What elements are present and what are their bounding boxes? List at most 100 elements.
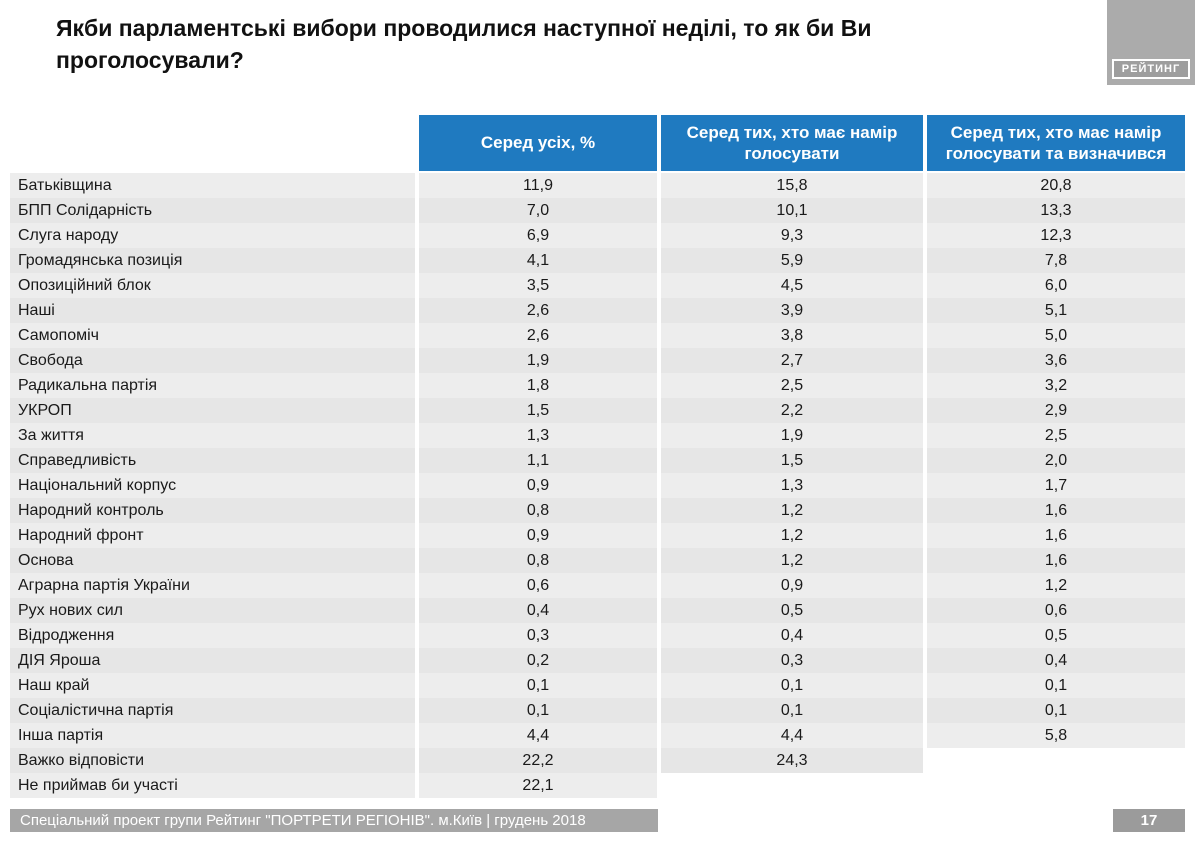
value-cell: 1,5 [419,398,657,423]
table-corner-spacer [10,115,415,171]
value-cell: 0,9 [419,523,657,548]
table-row: Інша партія 4,4 4,4 5,8 [10,723,1185,748]
value-cell: 5,9 [661,248,923,273]
rating-logo: РЕЙТИНГ [1107,0,1195,85]
party-name: Рух нових сил [10,598,415,623]
value-cell: 24,3 [661,748,923,773]
value-cell: 13,3 [927,198,1185,223]
party-name: БПП Солідарність [10,198,415,223]
value-cell: 20,8 [927,173,1185,198]
value-cell: 0,1 [419,698,657,723]
value-cell: 1,2 [661,498,923,523]
value-cell: 9,3 [661,223,923,248]
table-row: Справедливість 1,1 1,5 2,0 [10,448,1185,473]
table-row: БПП Солідарність 7,0 10,1 13,3 [10,198,1185,223]
value-cell [927,773,1185,798]
column-header-intend-to-vote: Серед тих, хто має намір голосувати [661,115,923,171]
table-row: ДІЯ Яроша 0,2 0,3 0,4 [10,648,1185,673]
table-row: Свобода 1,9 2,7 3,6 [10,348,1185,373]
value-cell: 4,1 [419,248,657,273]
party-name: За життя [10,423,415,448]
value-cell: 5,1 [927,298,1185,323]
value-cell: 0,8 [419,548,657,573]
value-cell: 1,9 [419,348,657,373]
value-cell: 3,5 [419,273,657,298]
party-name: Національний корпус [10,473,415,498]
value-cell: 2,6 [419,323,657,348]
party-name: Опозиційний блок [10,273,415,298]
value-cell: 22,1 [419,773,657,798]
value-cell: 12,3 [927,223,1185,248]
table-row: Народний контроль 0,8 1,2 1,6 [10,498,1185,523]
value-cell: 1,1 [419,448,657,473]
value-cell: 2,2 [661,398,923,423]
table-row: Відродження 0,3 0,4 0,5 [10,623,1185,648]
value-cell: 0,1 [927,698,1185,723]
party-name: Свобода [10,348,415,373]
table-row: Основа 0,8 1,2 1,6 [10,548,1185,573]
value-cell: 1,2 [661,523,923,548]
table-row: Національний корпус 0,9 1,3 1,7 [10,473,1185,498]
value-cell: 2,5 [927,423,1185,448]
table-row: Самопоміч 2,6 3,8 5,0 [10,323,1185,348]
value-cell: 1,5 [661,448,923,473]
value-cell: 4,5 [661,273,923,298]
party-name: Громадянська позиція [10,248,415,273]
value-cell: 5,0 [927,323,1185,348]
value-cell: 0,3 [661,648,923,673]
table-row: Важко відповісти 22,2 24,3 [10,748,1185,773]
value-cell: 2,6 [419,298,657,323]
value-cell: 6,0 [927,273,1185,298]
value-cell: 7,8 [927,248,1185,273]
value-cell: 22,2 [419,748,657,773]
value-cell: 0,4 [927,648,1185,673]
value-cell: 1,6 [927,548,1185,573]
value-cell: 3,9 [661,298,923,323]
table-row: Наш край 0,1 0,1 0,1 [10,673,1185,698]
value-cell: 10,1 [661,198,923,223]
value-cell: 2,5 [661,373,923,398]
party-name: Важко відповісти [10,748,415,773]
party-name: Інша партія [10,723,415,748]
value-cell: 0,4 [419,598,657,623]
value-cell: 7,0 [419,198,657,223]
table-row: Рух нових сил 0,4 0,5 0,6 [10,598,1185,623]
table-row: Опозиційний блок 3,5 4,5 6,0 [10,273,1185,298]
party-name: ДІЯ Яроша [10,648,415,673]
table-row: Не приймав би участі 22,1 [10,773,1185,798]
party-name: Народний контроль [10,498,415,523]
value-cell: 6,9 [419,223,657,248]
table-row: Радикальна партія 1,8 2,5 3,2 [10,373,1185,398]
value-cell: 1,7 [927,473,1185,498]
value-cell: 2,0 [927,448,1185,473]
table-row: Народний фронт 0,9 1,2 1,6 [10,523,1185,548]
value-cell: 3,2 [927,373,1185,398]
value-cell: 1,2 [661,548,923,573]
value-cell: 0,6 [927,598,1185,623]
value-cell: 0,9 [661,573,923,598]
value-cell: 4,4 [419,723,657,748]
party-name: Не приймав би участі [10,773,415,798]
value-cell: 5,8 [927,723,1185,748]
party-name: Справедливість [10,448,415,473]
page-number: 17 [1113,809,1185,832]
table-row: УКРОП 1,5 2,2 2,9 [10,398,1185,423]
value-cell: 0,6 [419,573,657,598]
value-cell: 1,6 [927,523,1185,548]
value-cell: 1,8 [419,373,657,398]
value-cell: 0,3 [419,623,657,648]
party-name: УКРОП [10,398,415,423]
value-cell: 1,2 [927,573,1185,598]
party-name: Основа [10,548,415,573]
value-cell [661,773,923,798]
table-row: Соціалістична партія 0,1 0,1 0,1 [10,698,1185,723]
party-name: Наш край [10,673,415,698]
value-cell: 1,9 [661,423,923,448]
value-cell: 2,7 [661,348,923,373]
table-row: Батьківщина 11,9 15,8 20,8 [10,173,1185,198]
value-cell: 0,4 [661,623,923,648]
value-cell: 0,1 [661,698,923,723]
table-row: Слуга народу 6,9 9,3 12,3 [10,223,1185,248]
column-header-among-all: Серед усіх, % [419,115,657,171]
value-cell: 0,2 [419,648,657,673]
